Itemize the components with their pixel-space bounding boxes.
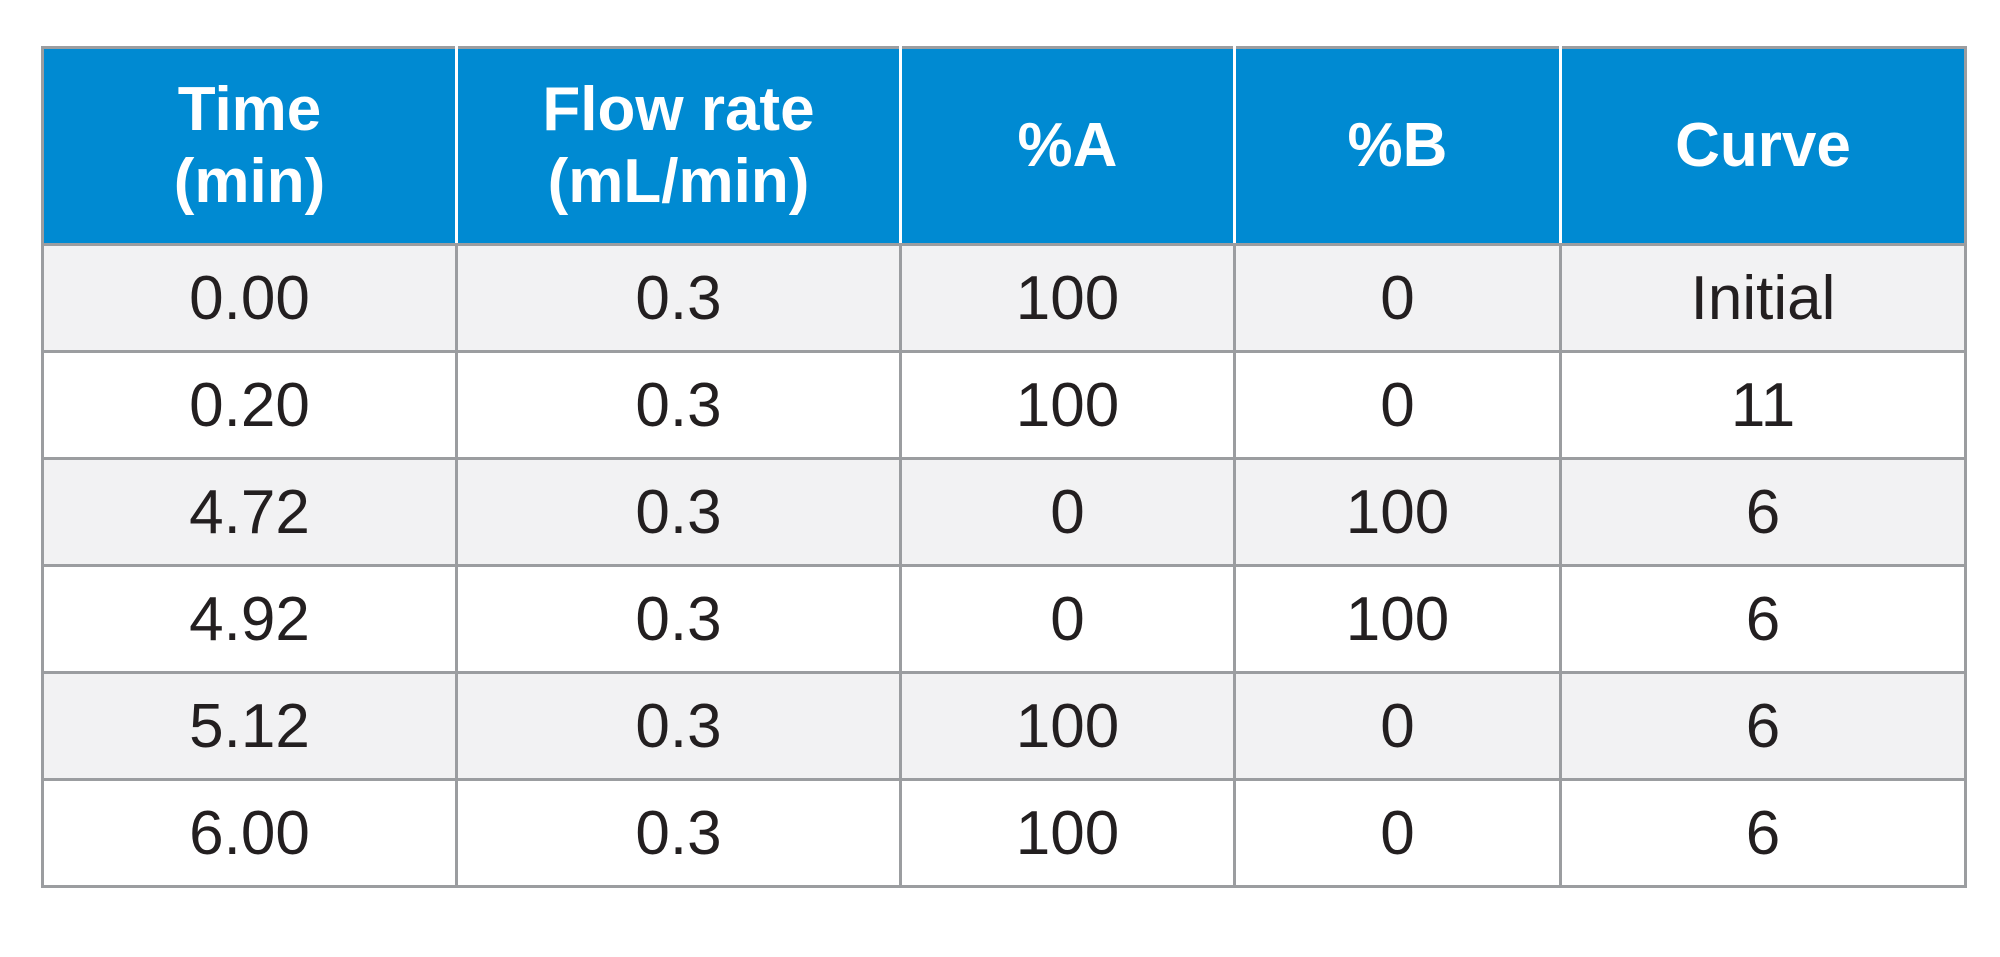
table-row: 4.92 0.3 0 100 6: [41, 564, 1967, 674]
cell-curve: 11: [1559, 350, 1967, 460]
cell-percent-b: 0: [1233, 350, 1562, 460]
table-row: 0.20 0.3 100 0 11: [41, 350, 1967, 460]
cell-curve: 6: [1559, 778, 1967, 888]
cell-curve: 6: [1559, 564, 1967, 674]
cell-percent-b: 0: [1233, 243, 1562, 353]
header-time: Time (min): [41, 46, 458, 246]
cell-percent-a: 100: [899, 243, 1236, 353]
cell-flow-rate: 0.3: [455, 243, 902, 353]
cell-percent-b: 0: [1233, 778, 1562, 888]
cell-percent-a: 100: [899, 778, 1236, 888]
cell-curve: 6: [1559, 457, 1967, 567]
cell-percent-a: 100: [899, 350, 1236, 460]
cell-percent-b: 100: [1233, 564, 1562, 674]
cell-flow-rate: 0.3: [455, 778, 902, 888]
gradient-table: Time (min) Flow rate (mL/min) %A %B Curv…: [41, 46, 1967, 888]
cell-time: 4.72: [41, 457, 458, 567]
cell-time: 4.92: [41, 564, 458, 674]
cell-flow-rate: 0.3: [455, 671, 902, 781]
table-row: 0.00 0.3 100 0 Initial: [41, 243, 1967, 353]
cell-curve: 6: [1559, 671, 1967, 781]
table-row: 4.72 0.3 0 100 6: [41, 457, 1967, 567]
header-flow-rate: Flow rate (mL/min): [455, 46, 902, 246]
cell-time: 0.20: [41, 350, 458, 460]
header-curve: Curve: [1559, 46, 1967, 246]
cell-percent-a: 0: [899, 564, 1236, 674]
table-body: 0.00 0.3 100 0 Initial 0.20 0.3 100 0 11…: [41, 243, 1967, 888]
cell-time: 0.00: [41, 243, 458, 353]
cell-percent-a: 100: [899, 671, 1236, 781]
gradient-table-container: Time (min) Flow rate (mL/min) %A %B Curv…: [41, 46, 1967, 888]
table-header: Time (min) Flow rate (mL/min) %A %B Curv…: [41, 46, 1967, 246]
header-percent-b: %B: [1233, 46, 1562, 246]
cell-percent-b: 0: [1233, 671, 1562, 781]
cell-time: 6.00: [41, 778, 458, 888]
header-percent-a: %A: [899, 46, 1236, 246]
cell-percent-b: 100: [1233, 457, 1562, 567]
cell-flow-rate: 0.3: [455, 350, 902, 460]
cell-flow-rate: 0.3: [455, 564, 902, 674]
cell-time: 5.12: [41, 671, 458, 781]
table-row: 6.00 0.3 100 0 6: [41, 778, 1967, 888]
table-row: 5.12 0.3 100 0 6: [41, 671, 1967, 781]
cell-percent-a: 0: [899, 457, 1236, 567]
cell-curve: Initial: [1559, 243, 1967, 353]
header-row: Time (min) Flow rate (mL/min) %A %B Curv…: [41, 46, 1967, 246]
cell-flow-rate: 0.3: [455, 457, 902, 567]
